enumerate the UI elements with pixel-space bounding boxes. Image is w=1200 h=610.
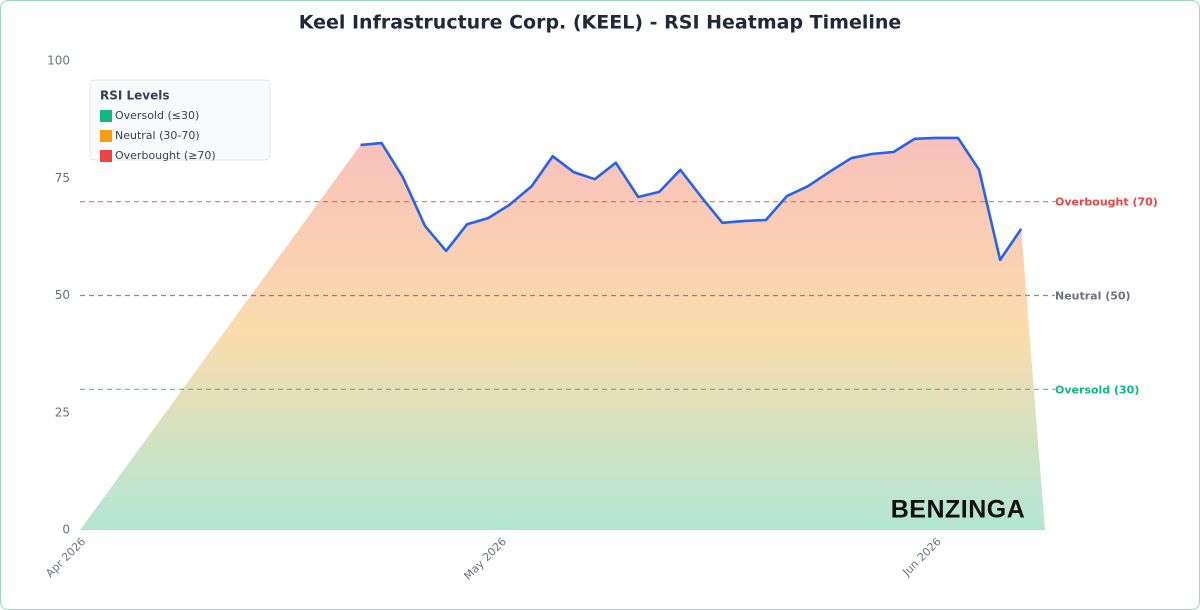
chart-title: Keel Infrastructure Corp. (KEEL) - RSI H… xyxy=(299,12,902,34)
x-tick-label: Jun 2026 xyxy=(900,535,944,579)
y-tick-label: 100 xyxy=(47,54,70,68)
rsi-area xyxy=(80,137,1045,530)
y-tick-label: 25 xyxy=(55,405,70,419)
y-tick-label: 0 xyxy=(62,523,70,537)
reference-label: Oversold (30) xyxy=(1055,383,1139,396)
reference-label: Neutral (50) xyxy=(1055,290,1131,303)
legend-swatch xyxy=(100,150,112,162)
y-tick-label: 75 xyxy=(55,171,70,185)
legend-label: Neutral (30-70) xyxy=(115,129,200,142)
x-tick-label: May 2026 xyxy=(461,535,509,583)
y-tick-label: 50 xyxy=(55,288,70,302)
x-tick-label: Apr 2026 xyxy=(43,535,88,580)
legend-label: Oversold (≤30) xyxy=(115,109,199,122)
legend-swatch xyxy=(100,110,112,122)
legend-title: RSI Levels xyxy=(100,89,170,103)
watermark: BENZINGA xyxy=(891,496,1026,524)
legend-swatch xyxy=(100,130,112,142)
legend-label: Overbought (≥70) xyxy=(115,149,216,162)
reference-label: Overbought (70) xyxy=(1055,196,1158,209)
rsi-line xyxy=(360,136,1023,262)
legend-box xyxy=(89,79,271,161)
legend: RSI Levels Oversold (≤30) Neutral (30-70) O… xyxy=(89,79,271,162)
